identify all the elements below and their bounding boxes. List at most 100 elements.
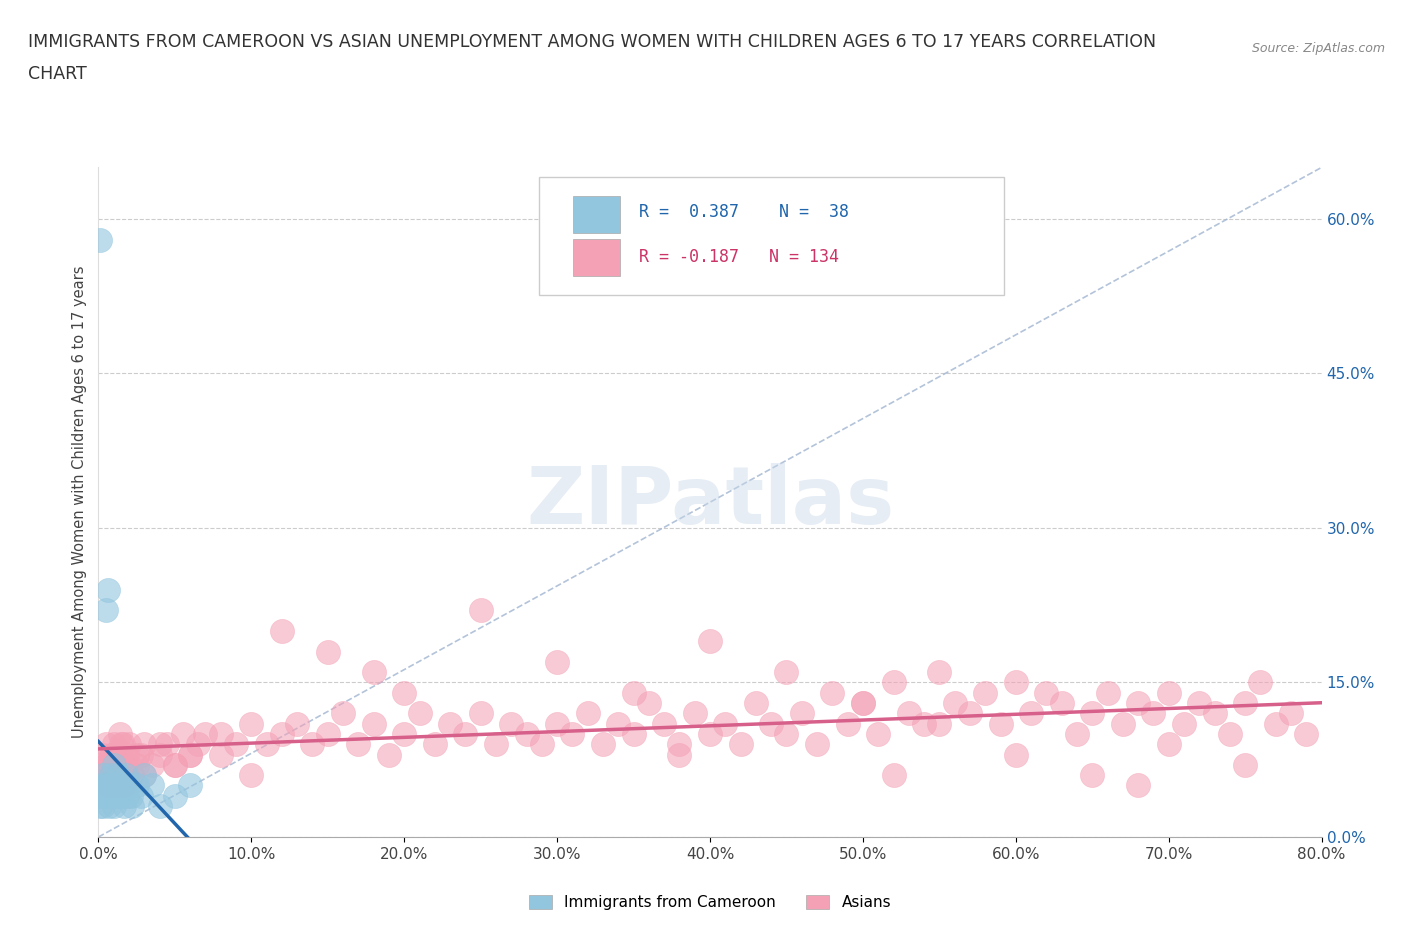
Point	[111, 737, 134, 751]
Point	[172, 726, 194, 741]
Point	[623, 726, 645, 741]
Point	[149, 747, 172, 762]
Point	[209, 747, 232, 762]
Point	[1081, 768, 1104, 783]
Point	[607, 716, 630, 731]
Point	[101, 778, 124, 793]
Point	[118, 778, 141, 793]
Point	[134, 737, 156, 751]
Point	[125, 747, 148, 762]
Point	[439, 716, 461, 731]
Point	[103, 799, 125, 814]
Point	[104, 778, 127, 793]
Point	[91, 768, 114, 783]
Point	[94, 778, 117, 793]
Point	[105, 757, 128, 772]
Point	[1204, 706, 1226, 721]
Point	[209, 726, 232, 741]
Point	[149, 799, 172, 814]
Point	[1279, 706, 1302, 721]
Point	[943, 696, 966, 711]
Point	[470, 706, 492, 721]
Point	[1219, 726, 1241, 741]
Point	[118, 757, 141, 772]
Point	[561, 726, 583, 741]
Point	[363, 716, 385, 731]
Point	[90, 789, 112, 804]
Point	[110, 737, 132, 751]
Point	[1081, 706, 1104, 721]
Point	[852, 696, 875, 711]
Point	[97, 778, 120, 793]
Point	[883, 768, 905, 783]
Point	[1234, 757, 1257, 772]
Point	[117, 747, 139, 762]
Point	[108, 726, 131, 741]
Point	[129, 789, 152, 804]
Point	[89, 232, 111, 247]
Point	[115, 757, 138, 772]
Point	[699, 726, 721, 741]
Point	[1157, 685, 1180, 700]
Point	[392, 685, 416, 700]
Point	[683, 706, 706, 721]
Point	[179, 778, 201, 793]
Point	[990, 716, 1012, 731]
Text: Source: ZipAtlas.com: Source: ZipAtlas.com	[1251, 42, 1385, 55]
Point	[501, 716, 523, 731]
Point	[194, 726, 217, 741]
Point	[105, 768, 128, 783]
Point	[668, 737, 690, 751]
Point	[928, 665, 950, 680]
Point	[125, 757, 148, 772]
Point	[98, 778, 121, 793]
Point	[1173, 716, 1195, 731]
Point	[623, 685, 645, 700]
Point	[240, 768, 263, 783]
Point	[363, 665, 385, 680]
Point	[1128, 778, 1150, 793]
Point	[1157, 737, 1180, 751]
FancyBboxPatch shape	[574, 239, 620, 276]
Point	[98, 799, 121, 814]
Point	[316, 644, 339, 659]
Point	[225, 737, 247, 751]
Point	[1142, 706, 1164, 721]
Point	[897, 706, 920, 721]
Point	[392, 726, 416, 741]
Point	[115, 768, 138, 783]
Point	[120, 789, 142, 804]
Point	[423, 737, 446, 751]
Point	[759, 716, 782, 731]
Point	[105, 789, 128, 804]
Point	[1188, 696, 1211, 711]
Point	[928, 716, 950, 731]
Point	[91, 747, 114, 762]
Point	[100, 768, 122, 783]
Point	[485, 737, 508, 751]
Point	[94, 757, 117, 772]
Point	[179, 747, 201, 762]
Point	[821, 685, 844, 700]
Point	[1097, 685, 1119, 700]
Point	[546, 655, 568, 670]
Point	[592, 737, 614, 751]
Point	[100, 747, 122, 762]
Point	[101, 768, 124, 783]
Point	[134, 768, 156, 783]
Point	[97, 582, 120, 597]
Point	[93, 789, 115, 804]
Point	[837, 716, 859, 731]
Point	[470, 603, 492, 618]
Point	[546, 716, 568, 731]
Point	[1234, 696, 1257, 711]
Point	[94, 737, 117, 751]
Point	[93, 768, 115, 783]
FancyBboxPatch shape	[538, 178, 1004, 295]
Y-axis label: Unemployment Among Women with Children Ages 6 to 17 years: Unemployment Among Women with Children A…	[72, 266, 87, 738]
Point	[90, 778, 112, 793]
Point	[1019, 706, 1042, 721]
Point	[1066, 726, 1088, 741]
Point	[1128, 696, 1150, 711]
Point	[316, 726, 339, 741]
